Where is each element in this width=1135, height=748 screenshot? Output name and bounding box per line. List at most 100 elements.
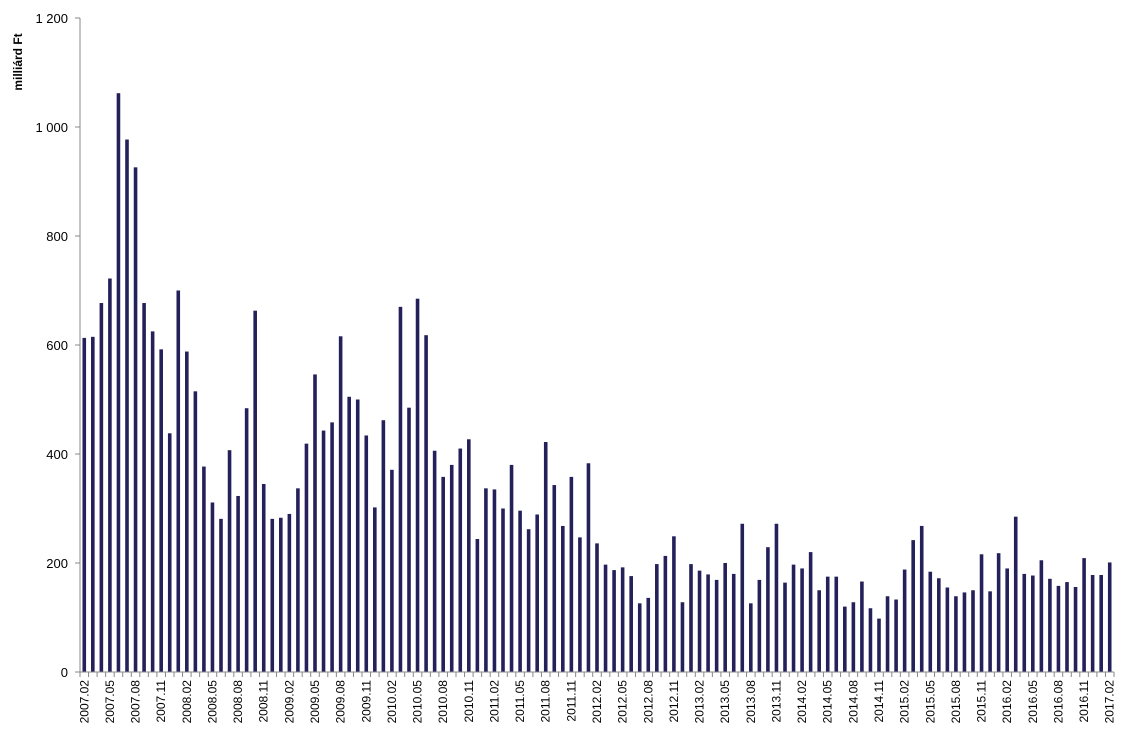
bar-2008.09	[244, 408, 249, 672]
bar-2009.04	[304, 443, 309, 672]
bar-2008.10	[253, 310, 257, 672]
bar-2014.04	[817, 590, 821, 672]
bar-2011.04	[509, 464, 514, 672]
bar-2012.01	[586, 463, 591, 672]
x-tick-label: 2009.02	[282, 680, 296, 724]
bar-2009.05	[313, 374, 317, 672]
bar-2014.09	[860, 581, 864, 672]
bar-2016.04	[1022, 573, 1027, 672]
y-tick-label: 1 200	[35, 11, 68, 26]
x-tick-label: 2013.02	[693, 680, 707, 724]
bar-2016.01	[996, 553, 1001, 672]
bar-2014.10	[868, 608, 873, 672]
bar-2017.01	[1099, 574, 1103, 672]
bar-2009.06	[321, 430, 326, 672]
x-tick-label: 2008.11	[257, 680, 271, 723]
x-ticks-group: 2007.02 2007.05 2007.08 2007.11 2008.02 2008.…	[77, 672, 1117, 724]
bar-2008.07	[227, 450, 232, 672]
bar-2010.04	[407, 407, 411, 672]
bar-2012.07	[637, 603, 642, 672]
x-tick-label: 2009.05	[308, 680, 322, 724]
bar-2007.06	[116, 93, 121, 672]
bar-2013.04	[714, 579, 719, 672]
x-tick-label: 2015.02	[898, 680, 912, 724]
x-tick-label: 2007.11	[154, 680, 168, 723]
bar-2008.04	[202, 466, 206, 672]
bar-2011.12	[578, 537, 582, 672]
x-tick-label: 2015.08	[949, 680, 963, 724]
bar-2012.03	[603, 564, 608, 672]
x-tick-label: 2015.11	[975, 680, 989, 723]
y-tick-label: 0	[61, 665, 68, 680]
x-tick-label: 2011.02	[487, 680, 501, 723]
x-tick-label: 2014.02	[795, 680, 809, 724]
x-tick-label: 2015.05	[923, 680, 937, 724]
x-tick-label: 2014.08	[846, 680, 860, 724]
bar-2014.05	[825, 576, 830, 673]
bar-2011.11	[569, 476, 574, 672]
bar-2011.06	[526, 529, 531, 672]
x-tick-label: 2010.08	[436, 680, 450, 724]
x-tick-label: 2016.05	[1026, 680, 1040, 724]
bar-2008.01	[176, 290, 181, 672]
bar-2013.11	[774, 523, 779, 672]
bar-2007.03	[91, 336, 95, 672]
bar-2016.11	[1082, 558, 1086, 672]
bar-2014.12	[885, 596, 890, 672]
bar-2009.12	[373, 507, 377, 672]
bar-2008.02	[185, 351, 189, 672]
bar-2015.09	[962, 592, 967, 672]
bar-2015.06	[937, 578, 941, 672]
x-tick-label: 2007.05	[103, 680, 117, 724]
x-tick-label: 2016.02	[1000, 680, 1014, 724]
x-tick-label: 2012.08	[641, 680, 655, 724]
bar-2009.08	[338, 336, 343, 672]
x-tick-label: 2009.11	[359, 680, 373, 723]
bar-2010.12	[475, 539, 480, 672]
bar-2010.02	[390, 469, 394, 672]
x-tick-label: 2010.05	[411, 680, 425, 724]
bar-2010.10	[458, 448, 463, 672]
x-tick-label: 2009.08	[334, 680, 348, 724]
bar-2013.10	[766, 547, 770, 672]
bar-2009.09	[347, 396, 351, 672]
bar-2011.01	[484, 488, 488, 672]
bar-2014.03	[808, 552, 813, 672]
bar-2007.02	[82, 337, 87, 672]
x-tick-label: 2017.02	[1103, 680, 1117, 724]
x-tick-label: 2013.05	[718, 680, 732, 724]
y-ticks-group: 0 200 400 600 800 1 000 1 200	[35, 11, 80, 680]
x-tick-label: 2012.02	[590, 680, 604, 724]
bar-2013.06	[731, 573, 736, 672]
y-tick-label: 200	[46, 556, 68, 571]
bar-2011.08	[543, 442, 548, 672]
bar-2013.12	[783, 582, 787, 672]
y-tick-label: 600	[46, 338, 68, 353]
x-tick-label: 2014.11	[872, 680, 886, 723]
y-axis-label: milliárd Ft	[11, 33, 25, 90]
bar-2015.03	[911, 540, 915, 672]
bar-2013.01	[689, 564, 693, 672]
x-tick-label: 2008.02	[180, 680, 194, 724]
x-tick-label: 2013.11	[769, 680, 783, 723]
bar-2015.10	[971, 590, 975, 672]
x-tick-label: 2010.11	[462, 680, 476, 723]
bar-2008.03	[193, 391, 198, 672]
bar-2011.02	[492, 489, 497, 672]
bar-2007.07	[125, 139, 129, 672]
bar-2015.07	[945, 587, 950, 672]
bar-2015.12	[988, 591, 992, 672]
y-tick-label: 800	[46, 229, 68, 244]
bar-2012.11	[672, 536, 676, 672]
x-tick-label: 2012.11	[667, 680, 681, 723]
x-tick-label: 2011.05	[513, 680, 527, 723]
bar-2016.02	[1005, 568, 1009, 672]
bar-2012.04	[612, 570, 616, 672]
bar-2012.10	[663, 555, 668, 672]
bar-2014.08	[851, 602, 856, 672]
bar-2010.07	[432, 450, 437, 672]
bar-2012.12	[680, 602, 685, 672]
bar-2007.11	[159, 349, 163, 672]
bar-2008.12	[270, 518, 275, 672]
